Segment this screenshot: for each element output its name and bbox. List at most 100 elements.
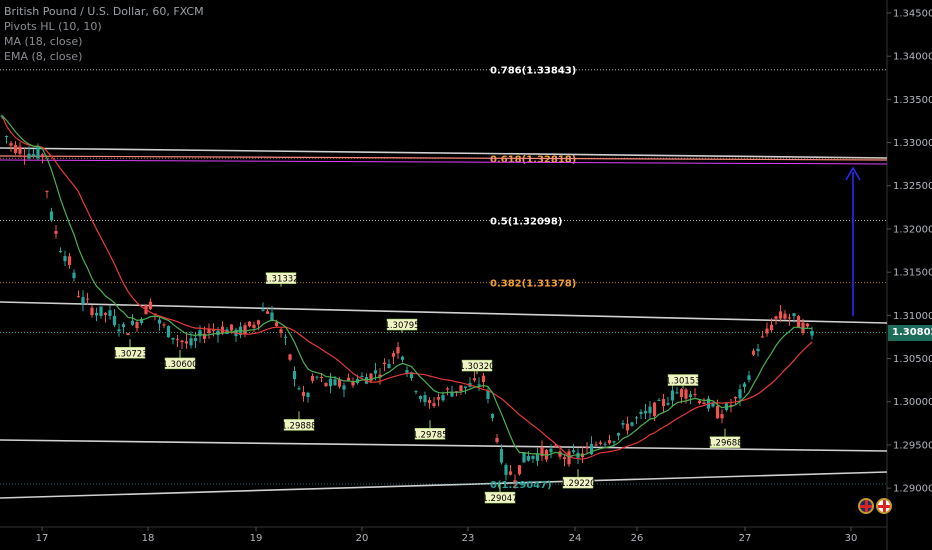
candle-body — [99, 306, 103, 316]
candle-body — [369, 373, 373, 381]
candle-body — [549, 448, 553, 453]
candle-body — [126, 333, 130, 336]
trend-line-channel-top — [0, 301, 888, 324]
candle-body — [288, 354, 292, 360]
candle-body — [531, 455, 535, 459]
candle-body — [535, 453, 540, 461]
candle-body — [513, 480, 517, 482]
candle-body — [45, 191, 49, 193]
candle-body — [54, 230, 58, 234]
resistance-line — [0, 155, 888, 161]
candle-body — [112, 315, 117, 326]
pivot-label-box — [562, 476, 594, 489]
y-tick-label: 1.30500 — [893, 354, 932, 365]
candle-body — [396, 347, 400, 354]
fib-level-label: 0.786(1.33843) — [490, 66, 576, 77]
candle-body — [85, 298, 90, 300]
candle-body — [544, 449, 549, 460]
fib-level-label: 0(1.29047) — [490, 480, 552, 491]
candle-body — [171, 337, 175, 340]
candle-body — [139, 319, 144, 324]
candle-body — [4, 135, 9, 137]
candle-body — [621, 423, 625, 425]
candle-body — [711, 403, 715, 407]
pivot-label-box — [484, 491, 516, 504]
candle-body — [324, 382, 328, 387]
y-tick-label: 1.32500 — [893, 181, 932, 192]
legend-title: British Pound / U.S. Dollar, 60, FXCM — [4, 5, 204, 18]
candle-body — [792, 313, 796, 316]
candles-group — [0, 114, 814, 489]
y-tick-label: 1.32000 — [893, 224, 932, 235]
candle-body — [193, 338, 198, 341]
candle-body — [207, 329, 211, 333]
candle-body — [198, 330, 202, 337]
candle-body — [166, 326, 171, 338]
candle-body — [130, 320, 135, 325]
candle-body — [189, 338, 193, 346]
candle-body — [202, 333, 207, 339]
candle-body — [643, 410, 648, 414]
candle-body — [252, 324, 256, 328]
candle-body — [787, 317, 792, 319]
candle-body — [729, 405, 733, 407]
candle-body — [13, 144, 18, 153]
candle-body — [481, 375, 486, 382]
candle-body — [351, 381, 355, 386]
candle-body — [135, 321, 139, 329]
candle-body — [648, 406, 652, 414]
x-tick-label: 19 — [250, 533, 263, 544]
pivot-label-box — [414, 428, 446, 440]
candle-body — [567, 451, 571, 465]
candle-body — [211, 330, 216, 332]
y-tick-label: 1.29000 — [893, 484, 932, 495]
x-tick-label: 18 — [142, 533, 155, 544]
candle-body — [517, 465, 522, 475]
candle-body — [292, 370, 297, 380]
candle-body — [162, 324, 166, 326]
candle-body — [319, 376, 324, 379]
candle-body — [243, 325, 247, 335]
pivot-label-box — [164, 357, 196, 370]
candle-body — [684, 389, 688, 399]
candle-body — [360, 375, 364, 377]
pivot-label-box — [265, 272, 297, 284]
resistance-line-2 — [0, 159, 888, 165]
candle-body — [40, 154, 45, 158]
candle-body — [738, 389, 742, 399]
pivot-label-text: 1.31332 — [263, 275, 298, 285]
pivot-label-box — [667, 374, 699, 386]
candle-body — [229, 324, 234, 331]
candle-body — [346, 377, 351, 381]
candle-body — [499, 449, 504, 463]
candle-body — [769, 324, 774, 331]
candle-body — [261, 309, 265, 311]
candle-body — [72, 272, 76, 279]
trend-line-channel-mid — [0, 439, 888, 452]
candle-body — [342, 385, 346, 390]
candle-body — [504, 465, 508, 475]
uk-flag-icon[interactable] — [858, 498, 874, 514]
candle-body — [522, 452, 526, 463]
candle-body — [760, 336, 765, 338]
x-tick-label: 27 — [739, 533, 752, 544]
us-flag-icon[interactable] — [876, 498, 892, 514]
pivot-label-text: 1.29047 — [482, 494, 517, 504]
candle-body — [297, 388, 301, 390]
candle-body — [90, 307, 94, 316]
candle-body — [747, 375, 751, 380]
candle-body — [720, 414, 724, 419]
candle-body — [783, 313, 787, 319]
candle-body — [315, 376, 319, 378]
x-tick-label: 17 — [36, 533, 49, 544]
candle-body — [630, 422, 634, 426]
candle-body — [103, 312, 108, 315]
candle-body — [441, 394, 445, 401]
candle-body — [184, 341, 189, 344]
candle-body — [571, 450, 576, 453]
pivot-label-text: 1.30723 — [112, 349, 147, 359]
candle-body — [693, 394, 697, 396]
candle-body — [94, 312, 99, 316]
candle-body — [675, 392, 679, 394]
